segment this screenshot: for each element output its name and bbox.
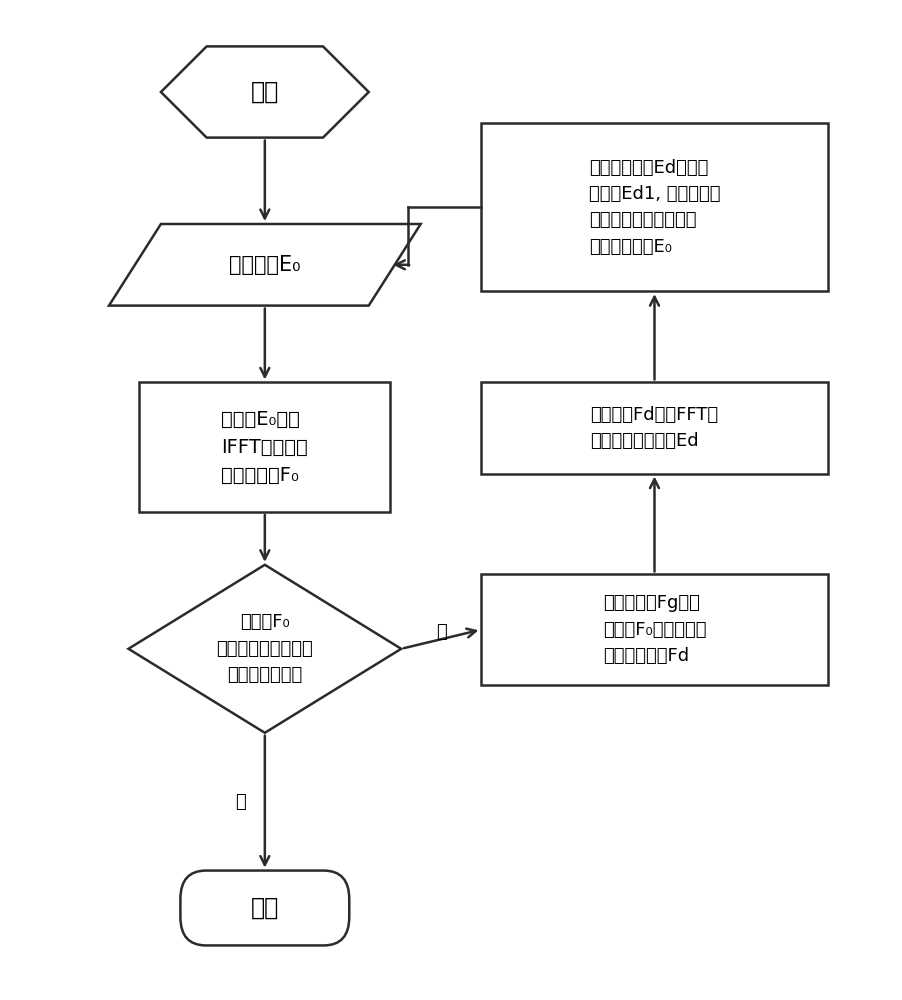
Text: 将激励E₀利用
IFFT计算求得
方向图数据F₀: 将激励E₀利用 IFFT计算求得 方向图数据F₀ [222, 410, 308, 485]
Text: 按照激励界对Ed进行限
制得到Ed1, 并按照子阵
规模对激励幅相取平均
获得阵列激励E₀: 按照激励界对Ed进行限 制得到Ed1, 并按照子阵 规模对激励幅相取平均 获得阵… [589, 159, 720, 256]
Text: 开始: 开始 [251, 80, 279, 104]
Bar [482, 574, 828, 685]
Text: 对方向图Fd进行FFT计
算，获得阵列激励Ed: 对方向图Fd进行FFT计 算，获得阵列激励Ed [591, 406, 719, 450]
Text: 否: 否 [436, 623, 446, 641]
Bar [139, 382, 391, 512]
Text: 结束: 结束 [251, 896, 279, 920]
Bar [482, 123, 828, 291]
Text: 是: 是 [235, 793, 246, 811]
Text: 方向图F₀
满足要求，或者满足
迭代终止条件？: 方向图F₀ 满足要求，或者满足 迭代终止条件？ [216, 613, 313, 684]
Text: 目标方向图Fg替换
方向图F₀中不能满足
要求的点获得Fd: 目标方向图Fg替换 方向图F₀中不能满足 要求的点获得Fd [603, 594, 706, 665]
Text: 阵列激励E₀: 阵列激励E₀ [229, 255, 300, 275]
Bar [482, 382, 828, 474]
